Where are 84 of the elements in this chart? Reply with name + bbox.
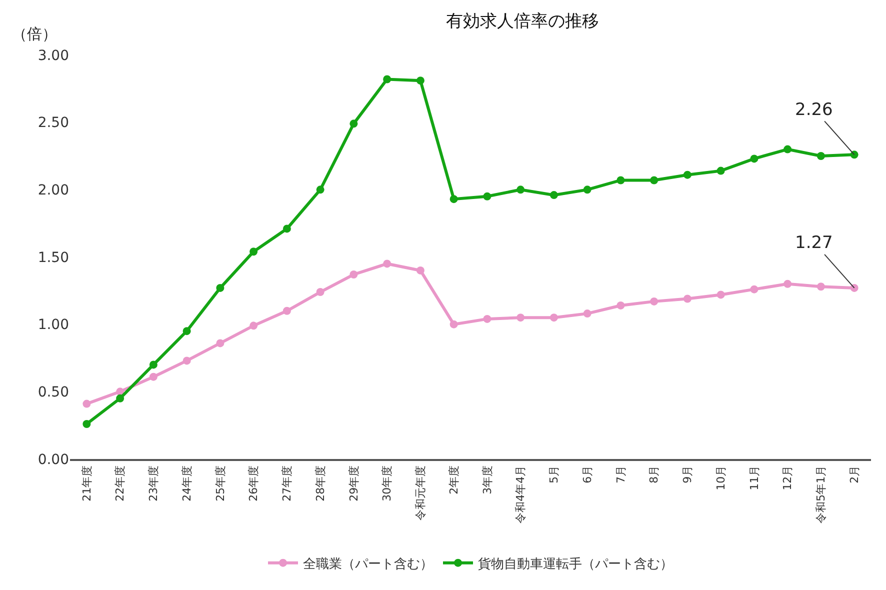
point	[316, 186, 324, 194]
point	[784, 145, 792, 154]
point	[650, 297, 658, 306]
point	[316, 288, 324, 296]
point	[216, 339, 224, 348]
x-tick-label: 22年度	[114, 465, 127, 502]
x-tick-label: 25年度	[214, 465, 227, 502]
x-tick-label: 28年度	[314, 465, 327, 502]
point	[683, 294, 692, 303]
point	[250, 322, 258, 330]
x-tick-label: 令和元年度	[414, 465, 428, 520]
point	[350, 120, 358, 128]
point	[850, 150, 858, 159]
y-axis-title: （倍）	[12, 25, 57, 43]
x-tick-label: 3年度	[480, 465, 494, 494]
point	[182, 356, 191, 365]
x-tick-label: 11月	[748, 465, 761, 490]
point	[182, 327, 191, 336]
point	[383, 260, 392, 268]
y-tick-label: 0.50	[38, 384, 69, 401]
point	[282, 306, 291, 315]
point	[116, 394, 124, 402]
x-tick-label: 23年度	[147, 465, 160, 502]
point	[583, 310, 592, 318]
x-tick-label: 27年度	[280, 465, 294, 502]
point	[516, 186, 525, 194]
x-tick-label: 5月	[548, 465, 561, 484]
point	[616, 301, 625, 310]
point	[149, 360, 158, 369]
x-tick-label: 12月	[781, 465, 794, 490]
x-tick-label: 30年度	[380, 465, 394, 502]
y-tick-label: 2.00	[38, 182, 69, 199]
point	[483, 192, 492, 200]
y-tick-label: 1.00	[38, 317, 69, 334]
x-tick-label: 7月	[614, 465, 628, 484]
point	[250, 248, 258, 256]
point	[716, 166, 725, 175]
point	[483, 314, 492, 323]
x-tick-label: 6月	[580, 465, 594, 484]
chart-title: 有効求人倍率の推移	[446, 12, 600, 32]
point	[816, 282, 825, 291]
point	[750, 285, 758, 294]
point	[716, 290, 725, 299]
point	[516, 314, 525, 322]
y-tick-label: 3.00	[38, 48, 69, 64]
point	[850, 284, 858, 292]
point	[149, 372, 158, 381]
y-tick-label: 0.00	[38, 452, 69, 468]
x-tick-label: 2月	[848, 465, 861, 484]
point	[416, 266, 424, 274]
y-tick-label: 2.50	[38, 115, 69, 132]
legend-label: 全職業（パート含む）	[303, 556, 433, 572]
x-tick-label: 9月	[681, 465, 694, 484]
point	[550, 314, 558, 322]
point	[416, 76, 424, 85]
y-tick-label: 1.50	[38, 250, 69, 266]
point	[816, 152, 825, 160]
point	[550, 191, 558, 200]
x-tick-label: 8月	[648, 465, 661, 484]
x-tick-label: 2年度	[447, 465, 460, 494]
point	[616, 176, 625, 184]
point	[82, 420, 91, 428]
x-tick-label: 26年度	[247, 465, 260, 502]
x-tick-label: 24年度	[180, 465, 194, 502]
point	[450, 195, 458, 204]
point	[216, 284, 224, 292]
x-tick-label: 29年度	[347, 465, 360, 502]
x-tick-label: 令和5年1月	[814, 465, 828, 524]
point	[650, 176, 658, 184]
annotation: 1.27	[795, 233, 833, 253]
point	[784, 280, 792, 288]
x-tick-label: 令和4年4月	[514, 465, 528, 524]
point	[583, 186, 592, 194]
point	[750, 154, 758, 163]
point	[450, 320, 458, 328]
point	[383, 75, 392, 84]
point	[82, 400, 91, 408]
point	[350, 270, 358, 279]
legend-label: 貨物自動車運転手（パート含む）	[478, 556, 673, 572]
annotation: 2.26	[795, 100, 833, 120]
point	[683, 170, 692, 179]
x-tick-label: 10月	[714, 465, 728, 490]
x-tick-label: 21年度	[80, 465, 94, 502]
point	[282, 224, 291, 233]
